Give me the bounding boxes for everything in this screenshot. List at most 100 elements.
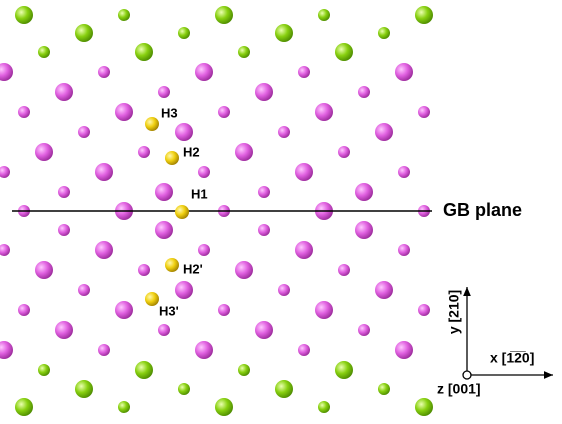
- atom: [15, 6, 33, 24]
- gb-label: GB plane: [443, 200, 522, 220]
- atom: [258, 186, 270, 198]
- atom: [338, 146, 350, 158]
- atom: [418, 304, 430, 316]
- atom: [78, 126, 90, 138]
- atom: [335, 43, 353, 61]
- atom: [298, 66, 310, 78]
- atom: [198, 166, 210, 178]
- atom: [415, 6, 433, 24]
- atom: [375, 123, 393, 141]
- atom: [215, 6, 233, 24]
- atom: [258, 224, 270, 236]
- atom: [78, 284, 90, 296]
- atom: [418, 106, 430, 118]
- atom: [295, 163, 313, 181]
- atom: [215, 398, 233, 416]
- atom: [115, 301, 133, 319]
- atom: [98, 66, 110, 78]
- atom: [295, 241, 313, 259]
- atom-label: H2: [183, 144, 200, 159]
- atom: [218, 304, 230, 316]
- atom: [118, 9, 130, 21]
- atom-label: H1: [191, 186, 208, 201]
- atom: [138, 264, 150, 276]
- atom: [0, 166, 10, 178]
- atom: [18, 304, 30, 316]
- atom: [218, 106, 230, 118]
- atom: [375, 281, 393, 299]
- atom: [275, 24, 293, 42]
- atom: [0, 63, 13, 81]
- atom: [58, 186, 70, 198]
- atom: [175, 281, 193, 299]
- atom: [238, 364, 250, 376]
- atom: [278, 126, 290, 138]
- atom: [158, 86, 170, 98]
- atom: [255, 83, 273, 101]
- h-atom: [165, 151, 179, 165]
- atom: [395, 341, 413, 359]
- atom: [95, 241, 113, 259]
- atom: [115, 103, 133, 121]
- x-axis-label: x [1̅2̅0]: [490, 350, 534, 366]
- atom: [355, 183, 373, 201]
- atom: [18, 106, 30, 118]
- atom: [178, 27, 190, 39]
- atom: [155, 183, 173, 201]
- atom: [338, 264, 350, 276]
- atom: [55, 83, 73, 101]
- atom: [378, 27, 390, 39]
- atom: [75, 380, 93, 398]
- atom: [395, 63, 413, 81]
- atom: [318, 9, 330, 21]
- atom: [155, 221, 173, 239]
- z-axis-origin: [463, 371, 471, 379]
- atom: [135, 361, 153, 379]
- h-atom: [145, 117, 159, 131]
- atom: [335, 361, 353, 379]
- atom: [315, 301, 333, 319]
- atom: [158, 324, 170, 336]
- atom: [135, 43, 153, 61]
- atom: [195, 341, 213, 359]
- atom: [355, 221, 373, 239]
- atom: [58, 224, 70, 236]
- h-atom: [165, 258, 179, 272]
- atom: [398, 166, 410, 178]
- atom: [415, 398, 433, 416]
- atom: [35, 143, 53, 161]
- atom: [358, 86, 370, 98]
- atom: [255, 321, 273, 339]
- structure-figure: H3 H2 H1 H2' H3' GB plane y [210] x [1̅2…: [0, 0, 562, 424]
- y-axis-label: y [210]: [446, 290, 462, 334]
- atom: [275, 380, 293, 398]
- atom: [178, 383, 190, 395]
- axes: y [210] x [1̅2̅0] z [001]: [437, 287, 553, 397]
- atom: [318, 401, 330, 413]
- atom: [238, 46, 250, 58]
- atom: [315, 103, 333, 121]
- atom: [398, 244, 410, 256]
- atom-label: H2': [183, 261, 203, 276]
- atom: [378, 383, 390, 395]
- atom: [118, 401, 130, 413]
- atom: [195, 63, 213, 81]
- atom-label: H3: [161, 105, 178, 120]
- h-atom: [145, 292, 159, 306]
- atom: [55, 321, 73, 339]
- h-atom: [175, 205, 189, 219]
- atom-label: H3': [159, 303, 179, 318]
- atom: [95, 163, 113, 181]
- atom: [38, 364, 50, 376]
- atom: [75, 24, 93, 42]
- atom: [0, 341, 13, 359]
- atom: [278, 284, 290, 296]
- atom: [298, 344, 310, 356]
- atom: [35, 261, 53, 279]
- atom: [235, 143, 253, 161]
- atom: [38, 46, 50, 58]
- atom: [358, 324, 370, 336]
- atom: [138, 146, 150, 158]
- atom: [198, 244, 210, 256]
- z-axis-label: z [001]: [437, 381, 481, 397]
